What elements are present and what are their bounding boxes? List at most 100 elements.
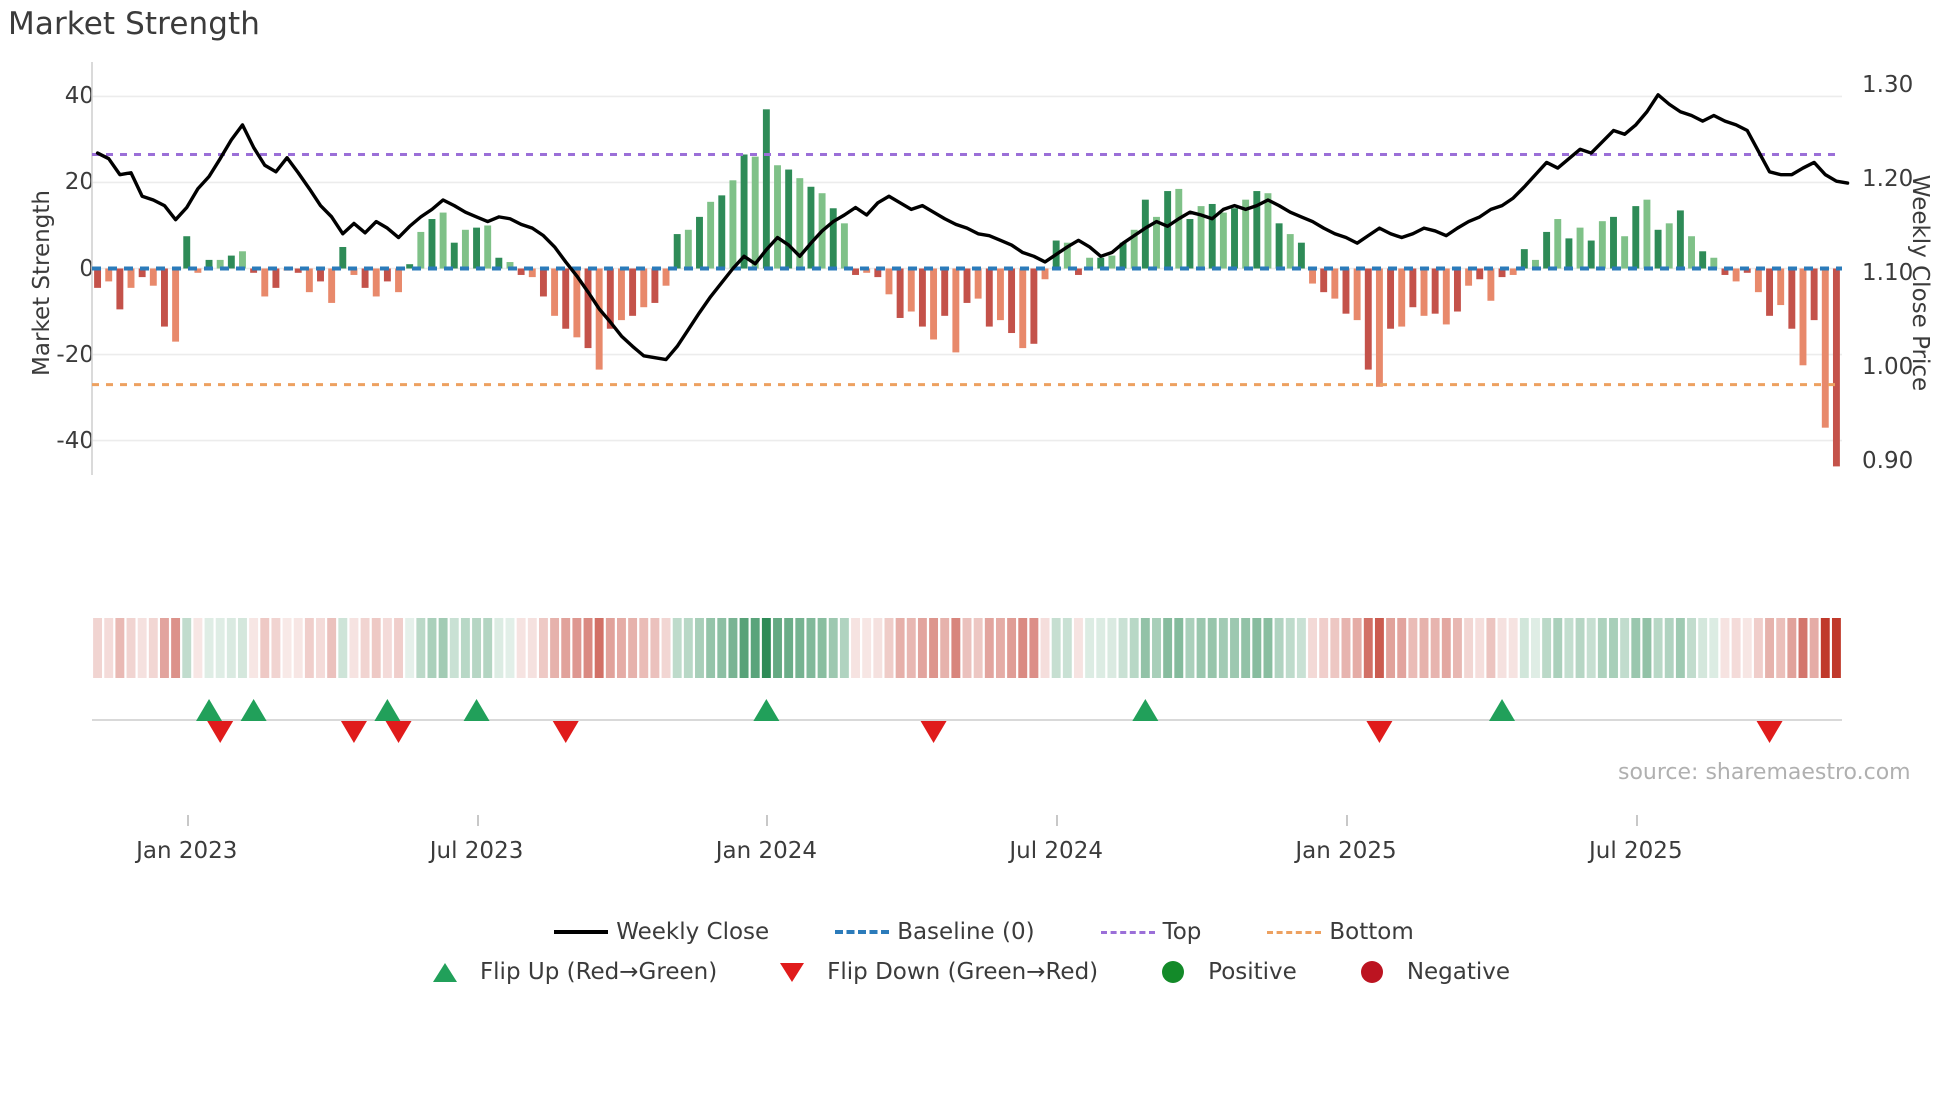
heatmap-cell	[1152, 618, 1161, 678]
strength-bar	[684, 229, 692, 269]
strength-bar	[305, 268, 313, 293]
strength-bar	[606, 268, 614, 329]
strength-bar	[1264, 193, 1272, 269]
strength-bar	[707, 201, 715, 269]
legend-item[interactable]: Negative	[1337, 952, 1550, 992]
legend-item[interactable]: Flip Down (Green→Red)	[757, 952, 1138, 992]
strength-bar	[1075, 268, 1082, 275]
strength-bar	[361, 268, 369, 288]
strength-bar	[996, 268, 1004, 321]
strength-bar	[450, 242, 458, 269]
strength-bar	[1153, 216, 1160, 269]
heatmap-cell	[1531, 618, 1540, 678]
heatmap-cell	[995, 618, 1005, 678]
strength-bar	[1621, 236, 1629, 269]
strength-bar	[1732, 268, 1740, 282]
heatmap-cell	[1241, 618, 1251, 678]
strength-bar	[172, 268, 180, 342]
strength-bar	[907, 268, 915, 312]
legend-label: Baseline (0)	[897, 919, 1035, 945]
heatmap-cell	[1609, 618, 1618, 678]
legend-item[interactable]: Weekly Close	[546, 912, 827, 952]
heatmap-cell	[817, 618, 827, 678]
strength-bar	[1286, 234, 1294, 269]
strength-bar	[473, 227, 481, 269]
strength-bar	[1699, 251, 1707, 269]
legend-item[interactable]: Bottom	[1259, 912, 1414, 952]
strength-bar	[1788, 268, 1796, 329]
heatmap-cell	[550, 618, 560, 678]
heatmap-cell	[1575, 618, 1585, 678]
x-tick-label: Jan 2023	[136, 838, 238, 864]
heatmap-cell	[1408, 618, 1418, 678]
heatmap-cell	[1341, 618, 1351, 678]
strength-bar	[918, 268, 926, 327]
legend-glyph	[1138, 957, 1208, 987]
strength-bar	[573, 268, 581, 338]
legend-item[interactable]: Baseline (0)	[827, 912, 1092, 952]
strength-bar	[138, 268, 146, 278]
strength-bar	[651, 268, 659, 303]
legend-glyph	[827, 917, 897, 947]
strength-bar	[216, 259, 224, 269]
legend-item[interactable]: Positive	[1138, 952, 1337, 992]
strength-bar	[863, 268, 871, 273]
heatmap-cell	[962, 618, 972, 678]
heatmap-cell	[650, 618, 660, 678]
heatmap-cell	[761, 618, 771, 678]
legend-label: Flip Up (Red→Green)	[479, 959, 718, 985]
legend-label: Top	[1162, 919, 1202, 945]
strength-bar	[618, 268, 625, 321]
heatmap-cell	[193, 618, 203, 678]
x-tick-label: Jan 2025	[1295, 838, 1397, 864]
strength-bar	[762, 109, 770, 269]
strength-bar	[539, 268, 547, 297]
strength-bar	[1253, 191, 1261, 269]
strength-bar	[584, 268, 592, 349]
strength-bar	[160, 268, 168, 327]
heatmap-cell	[171, 618, 181, 678]
strength-bar	[1832, 268, 1840, 467]
heatmap-cell	[394, 618, 403, 678]
strength-bar	[1487, 268, 1495, 301]
heatmap-cell	[104, 618, 114, 678]
strength-bar	[239, 251, 246, 269]
strength-bar	[673, 234, 681, 269]
y-tick-right: 1.20	[1862, 166, 1914, 193]
strength-bar	[1030, 268, 1038, 344]
strength-bar	[963, 268, 971, 303]
strength-bar	[1565, 238, 1573, 269]
heatmap-cell	[1029, 618, 1039, 678]
heatmap-cell	[238, 618, 247, 678]
legend-item[interactable]: Top	[1093, 912, 1260, 952]
strength-bar	[1431, 268, 1439, 314]
main-plot	[91, 62, 1850, 475]
strength-bar	[941, 268, 949, 316]
legend-glyph	[1093, 917, 1163, 947]
strength-bar	[1766, 268, 1774, 316]
heatmap-cell	[639, 618, 649, 678]
strength-bar	[1186, 219, 1194, 269]
heatmap-cell	[583, 618, 593, 678]
heatmap-cell	[126, 618, 136, 678]
heatmap-cell	[984, 618, 994, 678]
heatmap-cell	[862, 618, 872, 678]
strength-bar	[1632, 206, 1640, 269]
strength-bar	[551, 268, 559, 316]
heatmap-cell	[438, 618, 448, 678]
bottom-dash-icon	[1267, 930, 1322, 934]
y-tick-left: 40	[64, 83, 94, 110]
heatmap-cell	[405, 618, 415, 678]
strength-bar	[774, 165, 781, 269]
page-title: Market Strength	[8, 6, 261, 42]
strength-bar	[1297, 242, 1305, 269]
heatmap-cell	[1464, 618, 1474, 678]
legend-item[interactable]: Flip Up (Red→Green)	[410, 952, 757, 992]
heatmap-cell	[661, 618, 671, 678]
x-tick-label: Jul 2025	[1588, 838, 1683, 864]
heatmap-cell	[683, 618, 693, 678]
heatmap-cell	[449, 618, 459, 678]
heatmap-cell	[973, 618, 983, 678]
flip-down-marker	[920, 721, 947, 743]
